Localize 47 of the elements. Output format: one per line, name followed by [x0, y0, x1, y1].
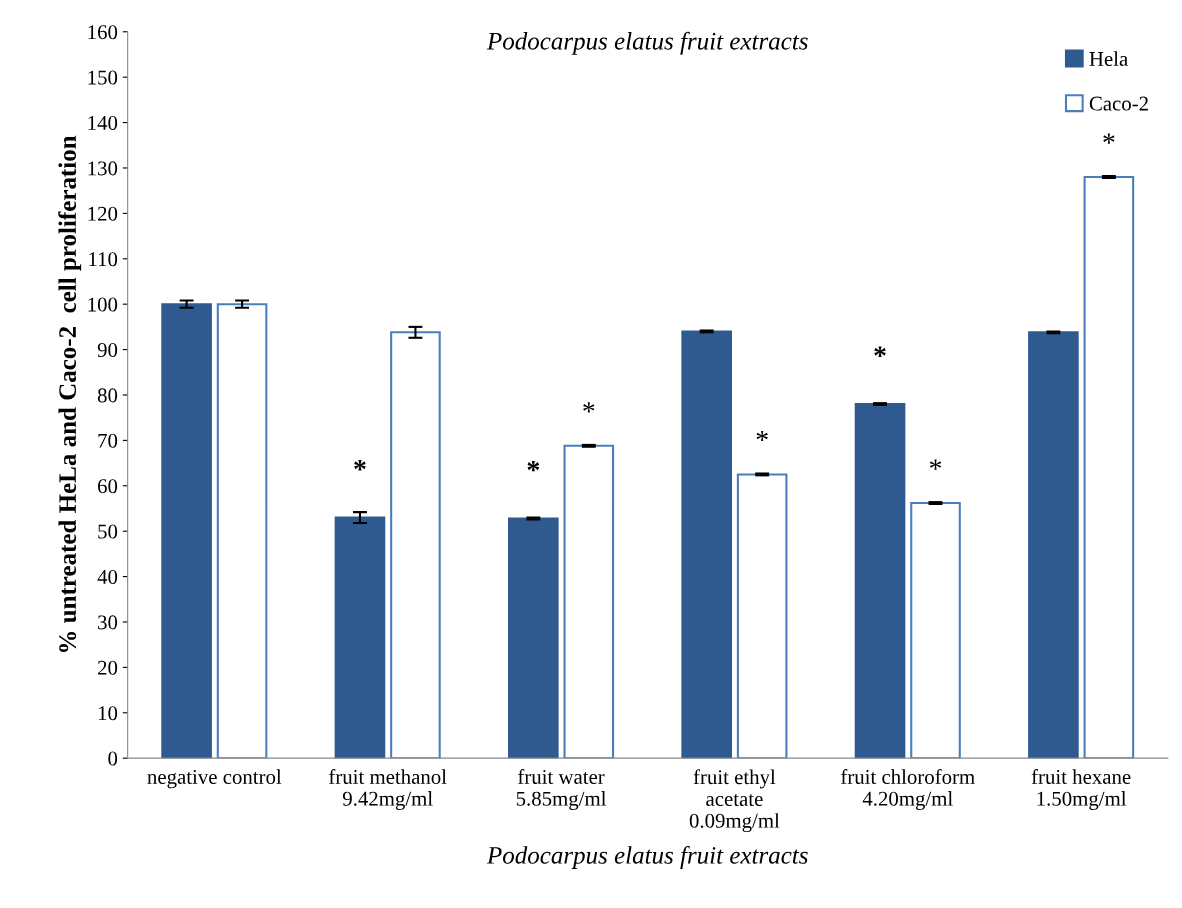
x-tick-label: fruit chloroform 4.20mg/ml — [841, 769, 975, 811]
y-tick-label: 120 — [88, 206, 118, 221]
annotation: * — [874, 346, 886, 357]
y-tick-label: 100 — [88, 297, 118, 312]
x-tick-label: fruit hexane 1.50mg/ml — [1031, 769, 1131, 811]
y-tick-label: 140 — [88, 115, 118, 131]
y-tick-label: 70 — [98, 433, 118, 448]
bar — [216, 303, 268, 759]
chart-title: Podocarpus elatus fruit extracts — [486, 31, 808, 55]
annotation: * — [1103, 133, 1115, 144]
annotation: * — [583, 402, 595, 413]
y-tick-label: 110 — [89, 252, 118, 267]
y-tick-label: 40 — [97, 569, 118, 585]
y-tick-label: 90 — [97, 342, 118, 358]
legend-label: Caco-2 — [1089, 96, 1148, 111]
bar — [563, 444, 615, 759]
y-tick-label: 60 — [98, 479, 118, 494]
bar — [161, 303, 212, 759]
bar — [1028, 331, 1079, 759]
y-tick-label: 20 — [98, 660, 118, 675]
y-axis-title: % untreated HeLa and Caco-2 cell proliferation — [58, 135, 82, 653]
x-tick-label: fruit ethyl acetate 0.09mg/ml — [689, 769, 780, 833]
y-tick-label: 50 — [98, 524, 118, 539]
legend-label: Hela — [1089, 51, 1128, 66]
y-tick-label: 0 — [108, 751, 118, 766]
annotation: * — [929, 459, 942, 470]
annotation: * — [527, 460, 540, 472]
y-tick-label: 150 — [88, 70, 118, 85]
bar — [736, 473, 788, 759]
x-tick-label: fruit methanol 9.42mg/ml — [329, 769, 447, 811]
bar — [390, 331, 441, 759]
x-axis-title: Podocarpus elatus fruit extracts — [486, 845, 808, 869]
annotation: * — [354, 459, 366, 471]
y-tick-label: 130 — [88, 161, 118, 176]
bar — [681, 330, 732, 759]
bar — [910, 501, 961, 759]
y-tick-label: 30 — [98, 615, 118, 630]
y-tick-label: 160 — [88, 25, 118, 40]
x-tick-label: fruit water 5.85mg/ml — [516, 769, 607, 811]
bar — [508, 517, 559, 759]
bar — [1083, 176, 1135, 759]
y-tick-label: 80 — [97, 388, 118, 403]
y-tick-label: 10 — [98, 706, 118, 721]
x-tick-label: negative control — [147, 769, 282, 789]
annotation: * — [756, 430, 768, 442]
bar — [334, 516, 386, 759]
bar — [854, 403, 906, 759]
